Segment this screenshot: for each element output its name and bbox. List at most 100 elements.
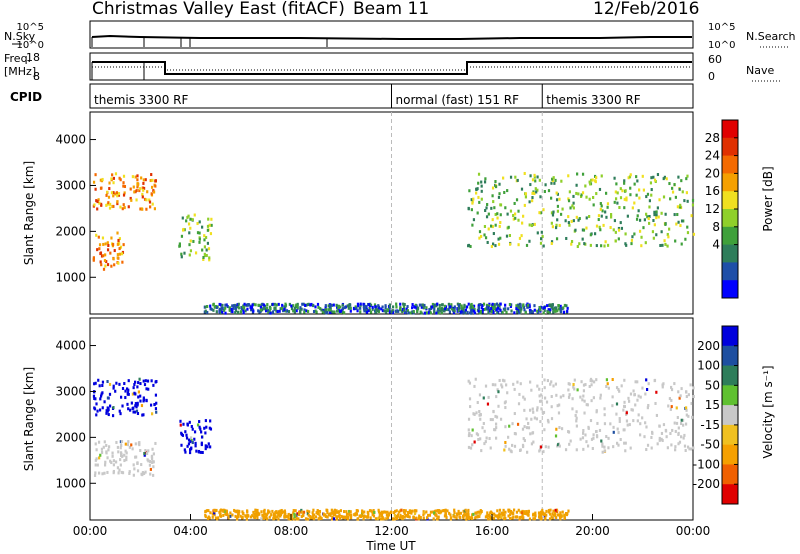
echo-cell [103, 440, 106, 444]
echo-cell [150, 173, 153, 177]
echo-cell [491, 302, 494, 306]
echo-cell [457, 512, 461, 516]
echo-cell [359, 302, 362, 306]
echo-cell [256, 516, 259, 520]
echo-cell [142, 178, 145, 182]
echo-cell [316, 509, 319, 513]
echo-cell [560, 427, 564, 431]
echo-cell [218, 302, 221, 306]
echo-cell [208, 223, 211, 227]
x-axis-label: Time UT [365, 539, 416, 553]
echo-cell [516, 178, 519, 182]
echo-cell [636, 380, 639, 384]
echo-cell [558, 223, 561, 227]
echo-cell [518, 304, 521, 308]
echo-cell [671, 190, 675, 194]
echo-cell [127, 388, 130, 392]
echo-cell [241, 510, 244, 514]
echo-cell [354, 305, 357, 309]
echo-cell [250, 307, 253, 311]
echo-cell [580, 193, 583, 197]
echo-cell [467, 379, 470, 383]
echo-cell [407, 513, 410, 517]
echo-cell [503, 308, 507, 312]
echo-cell [182, 422, 185, 426]
echo-cell [543, 190, 546, 194]
echo-cell [540, 407, 543, 411]
echo-cell [179, 423, 182, 427]
y-tick-label: 2000 [55, 430, 86, 444]
echo-cell [474, 377, 477, 381]
echo-cell [146, 379, 150, 383]
echo-cell [533, 517, 537, 521]
echo-cell [544, 445, 547, 449]
echo-cell [262, 509, 266, 513]
echo-cell [138, 189, 141, 193]
echo-cell [445, 308, 448, 312]
echo-cell [196, 222, 199, 226]
echo-cell [151, 460, 154, 464]
echo-cell [114, 192, 117, 196]
echo-cell [518, 236, 522, 240]
echo-cell [347, 515, 350, 519]
echo-cell [567, 174, 570, 178]
echo-cell [233, 508, 236, 512]
echo-cell [388, 306, 391, 310]
echo-cell [496, 509, 499, 513]
echo-cell [189, 226, 192, 230]
echo-cell [234, 309, 238, 313]
echo-cell [606, 243, 610, 247]
echo-cell [149, 467, 152, 471]
echo-cell [528, 305, 531, 309]
echo-cell [315, 511, 318, 515]
echo-cell [429, 311, 432, 315]
echo-cell [185, 219, 188, 223]
echo-cell [303, 308, 306, 312]
echo-cell [609, 213, 613, 217]
echo-cell [483, 429, 486, 433]
echo-cell [112, 191, 115, 195]
echo-cell [278, 513, 281, 517]
echo-cell [575, 410, 578, 414]
echo-cell [478, 512, 482, 516]
echo-cell [681, 190, 684, 194]
echo-cell [627, 176, 630, 180]
echo-cell [677, 390, 680, 394]
echo-cell [533, 192, 536, 196]
echo-cell [529, 380, 532, 384]
echo-cell [341, 303, 344, 307]
echo-cell [101, 380, 105, 384]
echo-cell [229, 511, 232, 515]
echo-cell [479, 303, 482, 307]
echo-cell [149, 205, 152, 209]
echo-cell [478, 510, 481, 514]
echo-cell [652, 219, 655, 223]
echo-cell [479, 509, 482, 513]
echo-cell [221, 306, 224, 310]
echo-cell [660, 431, 664, 435]
echo-cell [101, 177, 104, 181]
echo-cell [492, 311, 495, 315]
echo-cell [569, 206, 572, 210]
echo-cell [604, 240, 607, 244]
echo-cell [559, 310, 563, 314]
echo-cell [610, 215, 613, 219]
echo-cell [202, 255, 205, 259]
echo-cell [135, 198, 138, 202]
echo-cell [490, 245, 493, 249]
echo-cell [244, 514, 247, 518]
colorbar-tick-label: 4 [712, 238, 720, 252]
echo-cell [472, 309, 475, 313]
echo-cell [329, 310, 332, 314]
echo-cell [536, 175, 539, 179]
echo-cell [100, 450, 104, 454]
echo-cell [631, 408, 634, 412]
echo-cell [432, 517, 435, 521]
echo-cell [112, 406, 115, 410]
echo-cell [154, 179, 157, 183]
echo-cell [582, 228, 586, 232]
echo-cell [522, 304, 525, 308]
echo-cell [227, 514, 230, 518]
echo-cell [110, 236, 113, 240]
echo-cell [132, 473, 135, 477]
